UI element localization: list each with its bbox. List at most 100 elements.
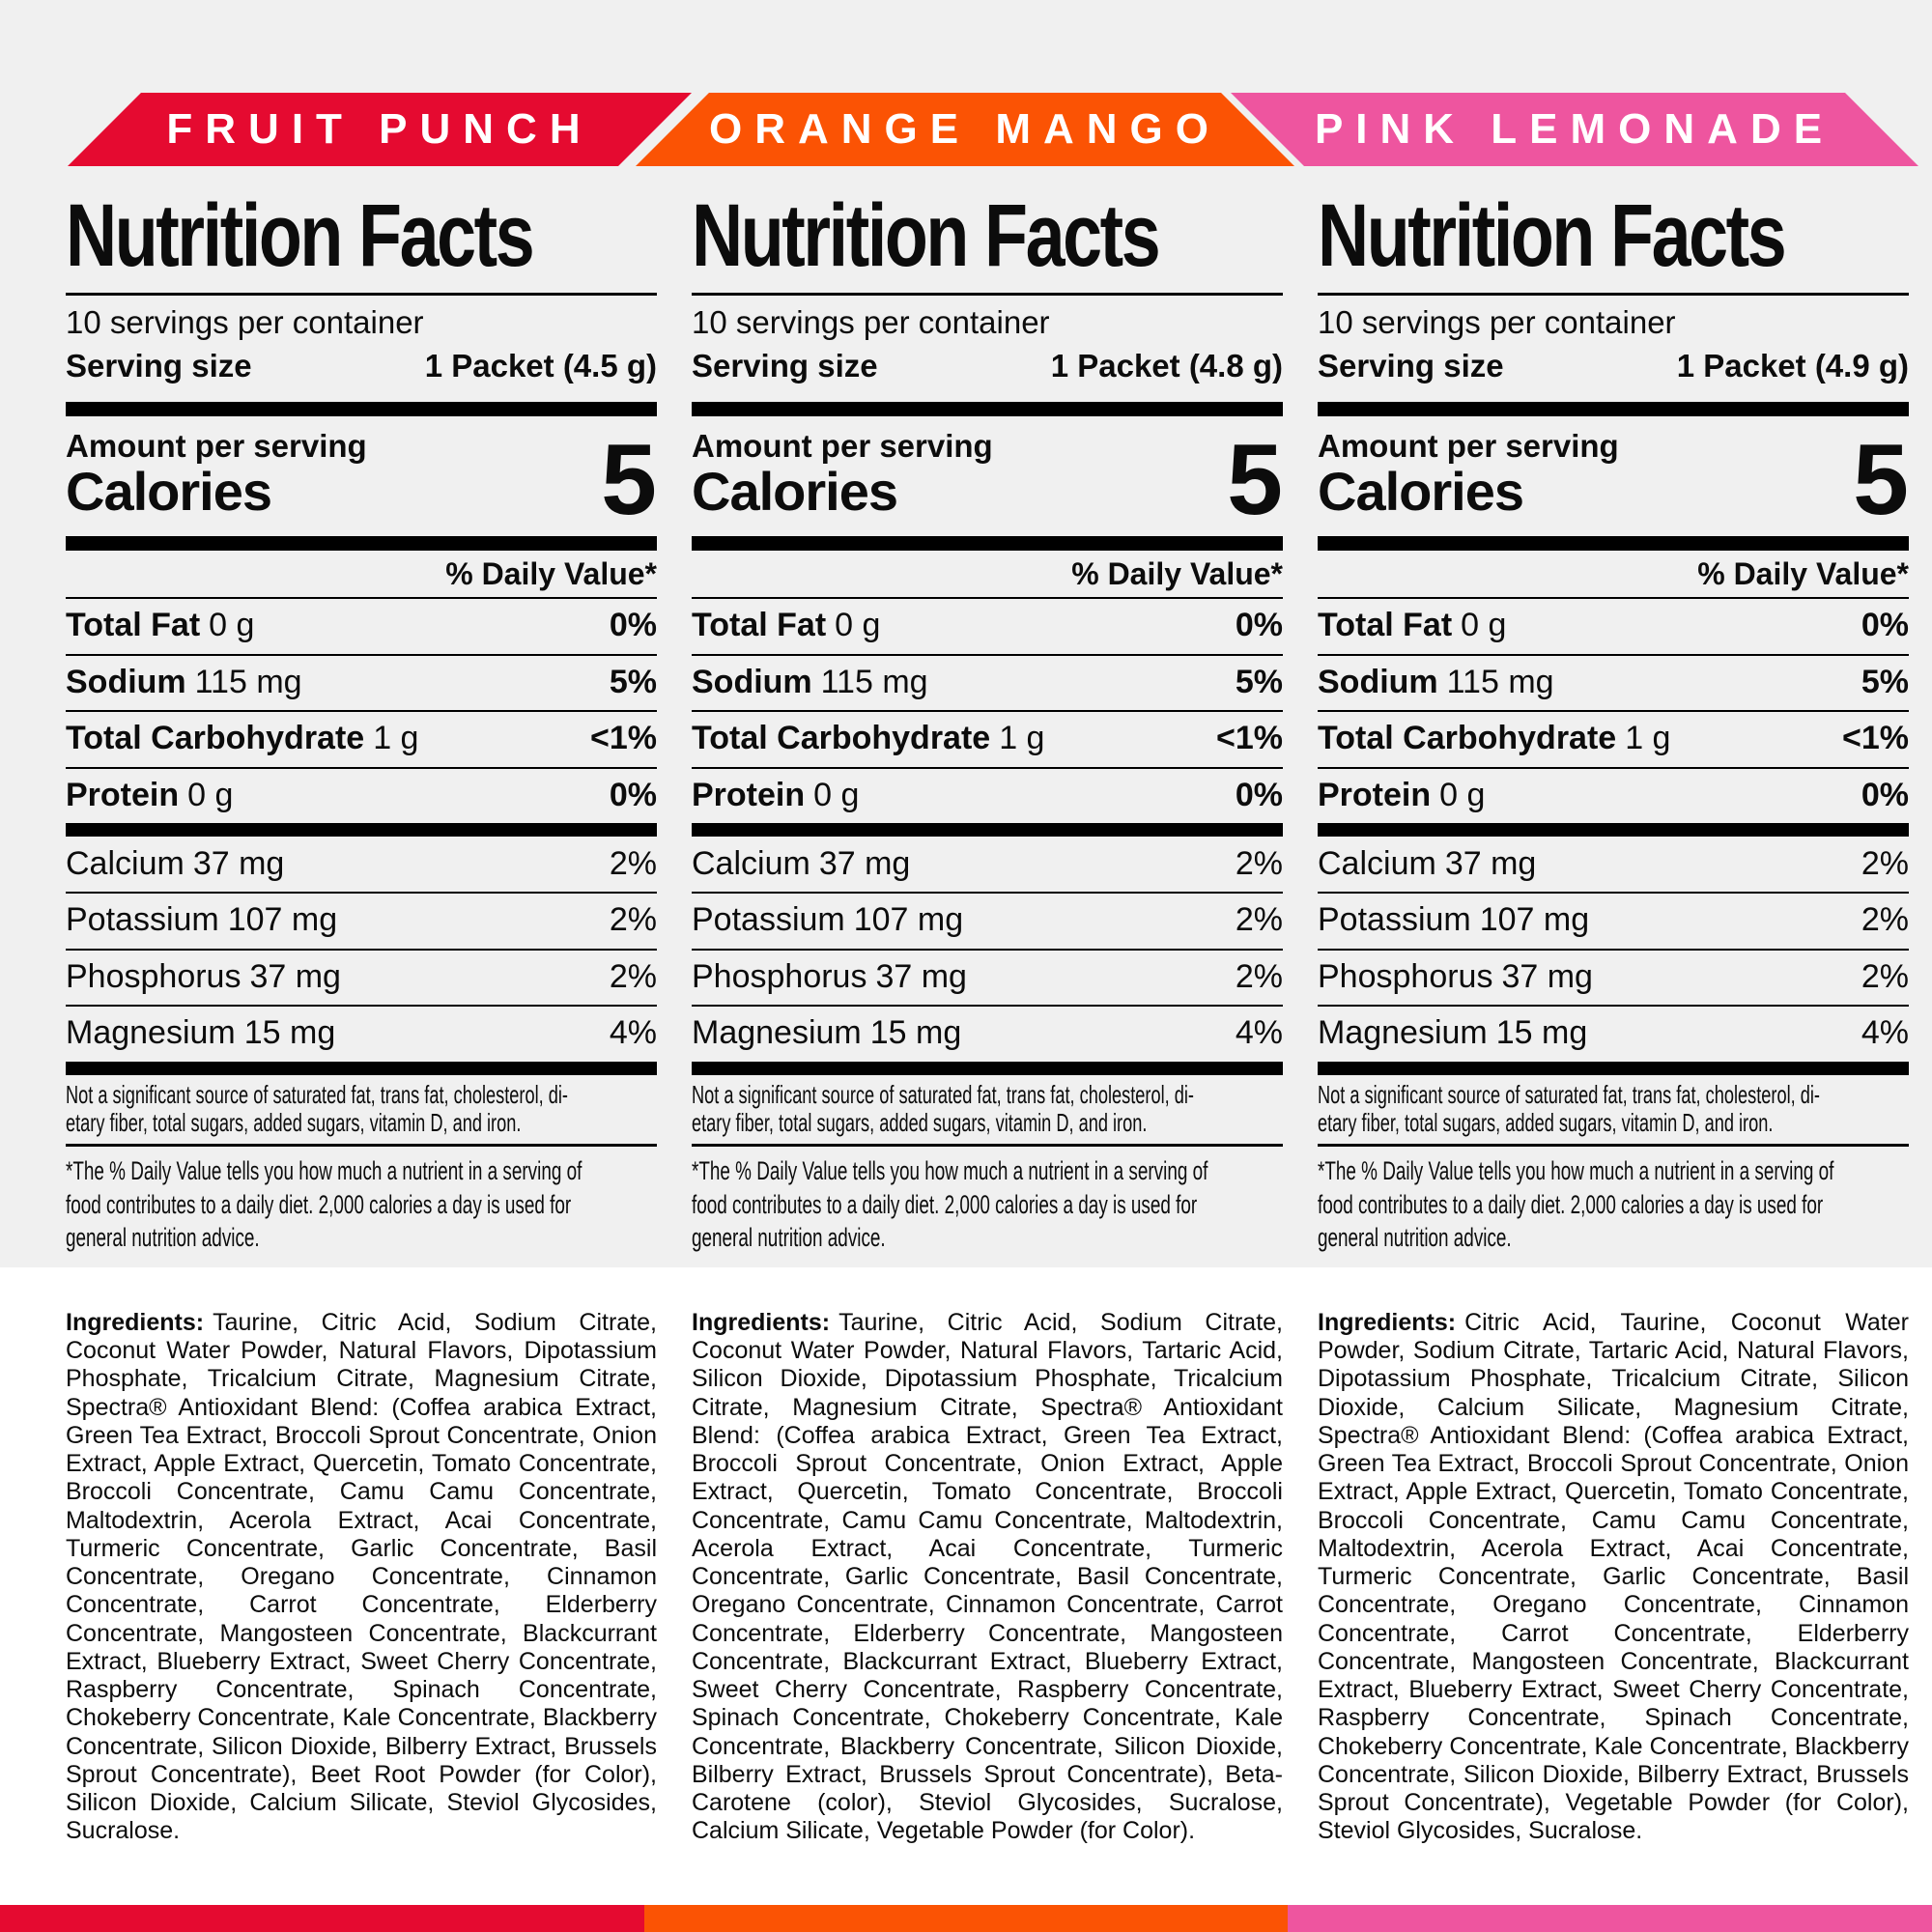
nutrient-amount: 115 mg: [1446, 663, 1554, 700]
serving-size-row: Serving size 1 Packet (4.5 g): [66, 348, 657, 384]
amount-per-serving-label: Amount per serving: [66, 427, 367, 464]
calories-left: Amount per serving Calories: [692, 427, 993, 521]
mineral-name-amount: Phosphorus 37 mg: [692, 957, 967, 995]
note-line: Not a significant source of saturated fa…: [692, 1079, 1194, 1109]
nutrient-row-total-fat: Total Fat 0 g 0%: [1318, 597, 1909, 653]
serving-size-value: 1 Packet (4.9 g): [1676, 347, 1909, 384]
mineral-name-amount: Potassium 107 mg: [66, 902, 337, 938]
mineral-amount: 37 mg: [1501, 957, 1593, 995]
mineral-name-amount: Calcium 37 mg: [692, 845, 910, 882]
nutrient-amount: 0 g: [1461, 607, 1507, 644]
mineral-row-phosphorus: Phosphorus 37 mg 2%: [1318, 948, 1909, 1005]
note-line: etary fiber, total sugars, added sugars,…: [1318, 1108, 1774, 1138]
nutrient-name: Protein: [692, 776, 806, 813]
mineral-name-amount: Phosphorus 37 mg: [1318, 957, 1593, 995]
divider: [1318, 292, 1909, 296]
not-significant-note: Not a significant source of saturated fa…: [66, 1080, 657, 1139]
mineral-dv: 2%: [1861, 901, 1909, 939]
nutrient-row-total-carbohydrate: Total Carbohydrate 1 g <1%: [692, 710, 1283, 766]
divider: [66, 1144, 657, 1148]
daily-value-footnote: *The % Daily Value tells you how much a …: [1318, 1154, 1909, 1255]
calories-left: Amount per serving Calories: [1318, 427, 1619, 522]
nutrient-row-protein: Protein 0 g 0%: [692, 766, 1283, 823]
mineral-name-amount: Potassium 107 mg: [1318, 902, 1589, 938]
amount-per-serving-label: Amount per serving: [692, 427, 993, 464]
ingredients-label: Ingredients:: [692, 1308, 831, 1336]
footnote-line: general nutrition advice.: [66, 1223, 260, 1253]
serving-size-label: Serving size: [66, 347, 252, 384]
medium-rule: [1318, 822, 1909, 837]
nutrition-facts-title: Nutrition Facts: [692, 186, 1161, 285]
calories-value: 5: [1853, 424, 1909, 537]
footnote-line: general nutrition advice.: [692, 1223, 886, 1253]
strip-segment-pink-lemonade: [1288, 1905, 1932, 1932]
ingredients-paragraph: Ingredients: Taurine, Citric Acid, Sodium…: [692, 1309, 1283, 1846]
ingredients-paragraph: Ingredients: Taurine, Citric Acid, Sodium…: [66, 1309, 657, 1846]
nutrition-panel-orange-mango: Nutrition Facts 10 servings per containe…: [692, 0, 1283, 1846]
nutrient-name-amount: Sodium 115 mg: [66, 664, 302, 700]
calories-label: Calories: [1318, 460, 1524, 522]
calories-label: Calories: [66, 460, 272, 522]
nutrient-name: Sodium: [1318, 663, 1438, 700]
calories-block: Amount per serving Calories 5: [66, 424, 657, 537]
nutrient-dv: 5%: [609, 663, 657, 700]
nutrient-name: Total Fat: [692, 607, 827, 644]
footnote-line: *The % Daily Value tells you how much a …: [1318, 1156, 1834, 1186]
mineral-name: Phosphorus: [692, 957, 867, 995]
ingredients-text: Taurine, Citric Acid, Sodium Citrate, Co…: [66, 1308, 657, 1845]
amount-per-serving-label: Amount per serving: [1318, 427, 1619, 464]
nutrient-amount: 0 g: [835, 607, 881, 644]
nutrient-amount: 115 mg: [820, 663, 928, 700]
nutrient-dv: <1%: [1216, 720, 1283, 757]
divider: [66, 292, 657, 296]
thick-rule: [1318, 401, 1909, 416]
ingredients-text: Citric Acid, Taurine, Coconut Water Powd…: [1318, 1308, 1909, 1845]
mineral-amount: 107 mg: [853, 901, 964, 939]
daily-value-footnote: *The % Daily Value tells you how much a …: [66, 1154, 657, 1255]
nutrient-dv: 0%: [1235, 607, 1283, 644]
mineral-row-calcium: Calcium 37 mg 2%: [66, 837, 657, 892]
nutrient-dv: <1%: [1842, 720, 1909, 757]
nutrient-name-amount: Total Carbohydrate 1 g: [1318, 720, 1671, 757]
strip-segment-orange-mango: [643, 1905, 1289, 1932]
nutrient-dv: 5%: [1235, 663, 1283, 700]
nutrient-row-total-fat: Total Fat 0 g 0%: [66, 597, 657, 653]
nutrient-name: Protein: [1318, 776, 1432, 813]
mineral-row-magnesium: Magnesium 15 mg 4%: [66, 1005, 657, 1061]
mineral-amount: 15 mg: [869, 1014, 962, 1052]
calories-value: 5: [601, 424, 657, 537]
mineral-name: Potassium: [1318, 901, 1471, 939]
nutrient-dv: 0%: [1235, 776, 1283, 813]
footnote-line: food contributes to a daily diet. 2,000 …: [692, 1189, 1198, 1219]
nutrient-name-amount: Total Fat 0 g: [1318, 608, 1506, 643]
ingredients-text: Taurine, Citric Acid, Sodium Citrate, Co…: [692, 1308, 1283, 1845]
footnote-line: general nutrition advice.: [1318, 1223, 1512, 1253]
nutrient-name: Total Carbohydrate: [66, 720, 365, 757]
note-line: Not a significant source of saturated fa…: [1318, 1079, 1820, 1109]
strip-segment-fruit-punch: [0, 1905, 644, 1932]
calories-value: 5: [1227, 424, 1283, 537]
mineral-dv: 4%: [609, 1014, 657, 1052]
nutrient-name-amount: Total Carbohydrate 1 g: [66, 720, 418, 757]
mineral-dv: 2%: [1235, 901, 1283, 939]
nutrient-name-amount: Total Fat 0 g: [692, 608, 880, 643]
serving-size-label: Serving size: [692, 347, 878, 384]
mineral-row-calcium: Calcium 37 mg 2%: [692, 837, 1283, 892]
nutrient-amount: 1 g: [1625, 720, 1671, 757]
mineral-dv: 2%: [609, 957, 657, 995]
nutrition-facts-title: Nutrition Facts: [1318, 186, 1787, 285]
not-significant-note: Not a significant source of saturated fa…: [692, 1079, 1283, 1139]
nutrient-amount: 0 g: [209, 607, 255, 644]
footnote-line: food contributes to a daily diet. 2,000 …: [66, 1189, 572, 1219]
nutrition-panel-fruit-punch: Nutrition Facts 10 servings per containe…: [66, 0, 657, 1846]
nutrient-amount: 0 g: [1439, 776, 1486, 813]
ingredients-label: Ingredients:: [1318, 1308, 1457, 1336]
note-line: etary fiber, total sugars, added sugars,…: [692, 1108, 1148, 1138]
flavor-banner-orange-mango: ORANGE MANGO: [636, 93, 1294, 166]
mineral-dv: 2%: [1861, 844, 1909, 882]
thick-rule: [66, 535, 657, 551]
divider: [692, 292, 1283, 296]
nutrient-row-sodium: Sodium 115 mg 5%: [692, 653, 1283, 710]
footnote-line: food contributes to a daily diet. 2,000 …: [1318, 1189, 1824, 1219]
mineral-amount: 37 mg: [192, 844, 285, 882]
